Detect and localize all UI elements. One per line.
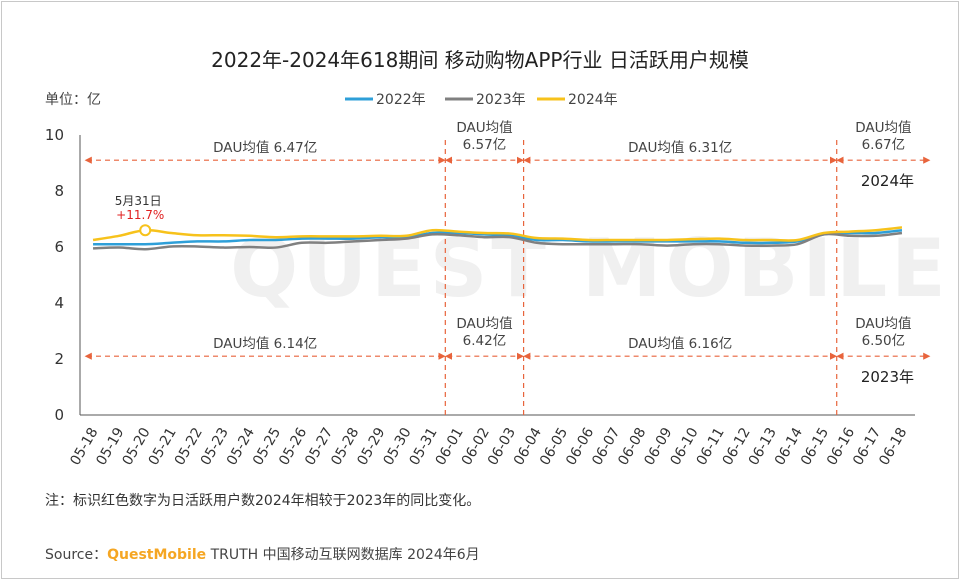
chart-title: 2022年-2024年618期间 移动购物APP行业 日活跃用户规模: [211, 48, 749, 72]
dau-mean-label: 6.42亿: [463, 333, 507, 349]
dau-mean-label: DAU均值: [456, 316, 512, 332]
callout-point: [139, 224, 152, 237]
band-year-label: 2024年: [861, 172, 914, 190]
dau-mean-label: 6.50亿: [862, 333, 906, 349]
y-tick-label: 8: [54, 182, 64, 200]
dau-mean-label: DAU均值 6.14亿: [213, 336, 317, 352]
source-line: Source：QuestMobile TRUTH 中国移动互联网数据库 2024…: [45, 547, 480, 563]
band-year-label: 2023年: [861, 368, 914, 386]
source-brand: QuestMobile: [107, 547, 206, 563]
legend-label: 2024年: [568, 92, 618, 108]
dau-mean-label: DAU均值: [456, 120, 512, 136]
footnote: 注：标识红色数字为日活跃用户数2024年相较于2023年的同比变化。: [45, 492, 480, 509]
source-text: TRUTH 中国移动互联网数据库 2024年6月: [206, 547, 480, 563]
unit-label: 单位：亿: [45, 92, 101, 108]
y-tick-label: 10: [45, 126, 64, 144]
legend-label: 2023年: [476, 92, 526, 108]
dau-mean-label: DAU均值: [855, 316, 911, 332]
y-tick-label: 2: [54, 350, 64, 368]
dau-mean-label: 6.57亿: [463, 137, 507, 153]
callout-date: 5月31日: [115, 194, 162, 208]
legend: 2022年 2023年 2024年: [345, 92, 618, 108]
legend-label: 2022年: [376, 92, 426, 108]
dau-mean-label: DAU均值 6.31亿: [628, 140, 732, 156]
callout-value: +11.7%: [116, 208, 164, 222]
dau-mean-label: DAU均值 6.16亿: [628, 336, 732, 352]
series-line-2023年: [93, 231, 903, 251]
dau-mean-label: 6.67亿: [862, 137, 906, 153]
dau-mean-label: DAU均值: [855, 120, 911, 136]
dau-mean-label: DAU均值 6.47亿: [213, 140, 317, 156]
y-tick-label: 0: [54, 406, 64, 424]
y-tick-label: 6: [54, 238, 64, 256]
source-prefix: Source：: [45, 547, 107, 563]
series-line-2022年: [93, 228, 903, 246]
series-line-2024年: [92, 226, 903, 242]
y-tick-label: 4: [54, 294, 64, 312]
